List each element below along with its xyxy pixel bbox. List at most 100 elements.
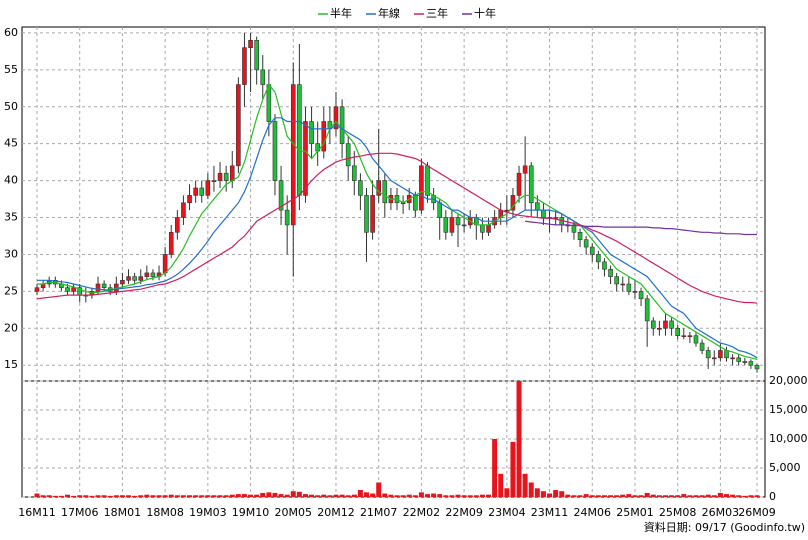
volume-bar xyxy=(77,495,83,497)
volume-bar xyxy=(162,495,168,497)
volume-bar xyxy=(693,495,699,497)
volume-bar xyxy=(34,493,40,497)
volume-bar xyxy=(272,492,278,497)
volume-bar xyxy=(187,495,193,497)
candle-body xyxy=(321,121,327,152)
y-tick-label: 55 xyxy=(4,63,18,76)
candle-body xyxy=(138,276,144,281)
volume-bar xyxy=(113,495,119,497)
candle-body xyxy=(516,172,522,196)
candle-body xyxy=(644,298,650,322)
candle-body xyxy=(650,320,656,329)
candle-body xyxy=(657,328,662,330)
candle-body xyxy=(742,361,748,363)
candle-body xyxy=(693,335,699,344)
volume-bar xyxy=(260,492,266,497)
candle-body xyxy=(71,287,76,292)
volume-bar xyxy=(425,494,431,497)
candle-body xyxy=(205,180,211,196)
y-tick-label: 40 xyxy=(4,174,18,187)
legend-label: 半年 xyxy=(330,6,352,20)
volume-bar xyxy=(547,493,553,497)
candle-body xyxy=(345,143,351,167)
candle-body xyxy=(65,287,70,292)
candle-body xyxy=(596,254,601,263)
candle-body xyxy=(339,106,345,144)
volume-bar xyxy=(589,495,595,497)
x-tick-label: 16M11 xyxy=(18,506,56,519)
volume-bar xyxy=(479,494,485,497)
candle-body xyxy=(284,209,290,226)
y-tick-label: 45 xyxy=(4,137,18,150)
volume-bar xyxy=(559,491,565,497)
candle-body xyxy=(132,276,137,281)
volume-bar xyxy=(699,495,705,497)
volume-bar xyxy=(681,494,687,497)
volume-bar xyxy=(382,493,388,497)
x-tick-label: 20M12 xyxy=(317,506,355,519)
volume-bar xyxy=(302,494,308,497)
volume-bar xyxy=(394,495,400,497)
volume-bar xyxy=(156,495,162,497)
candle-body xyxy=(455,217,461,226)
candle-body xyxy=(528,165,534,204)
volume-bar xyxy=(40,495,46,497)
x-tick-label: 19M03 xyxy=(189,506,227,519)
volume-bar xyxy=(83,495,89,497)
volume-bar xyxy=(223,495,229,497)
volume-bar xyxy=(528,482,534,497)
volume-bar xyxy=(58,495,64,497)
volume-bar xyxy=(730,494,736,497)
candle-body xyxy=(736,357,741,362)
volume-bar xyxy=(71,495,77,497)
candle-body xyxy=(236,84,241,167)
candle-body xyxy=(211,180,217,182)
candle-body xyxy=(724,350,729,359)
y2-tick-label: 15,000 xyxy=(769,403,808,416)
candle-body xyxy=(34,287,40,292)
volume-bar xyxy=(89,495,95,497)
candle-body xyxy=(522,165,528,174)
volume-bar xyxy=(571,495,577,497)
x-tick-label: 18M01 xyxy=(104,506,142,519)
volume-bar xyxy=(101,495,107,497)
candle-body xyxy=(181,202,186,218)
candle-body xyxy=(718,350,723,359)
x-tick-label: 24M06 xyxy=(574,506,612,519)
x-tick-label: 25M01 xyxy=(616,506,654,519)
volume-bar xyxy=(126,495,132,497)
candle-body xyxy=(413,195,418,211)
volume-bar xyxy=(363,492,369,497)
candle-body xyxy=(681,335,687,337)
volume-bar xyxy=(248,494,254,497)
volume-bar xyxy=(705,494,711,497)
x-tick-label: 17M06 xyxy=(61,506,99,519)
volume-bar xyxy=(217,495,223,497)
footer: 資料日期: 09/17 (Goodinfo.tw) xyxy=(644,520,805,534)
volume-bar xyxy=(119,495,125,497)
candle-body xyxy=(589,246,595,255)
legend-label: 十年 xyxy=(474,6,496,20)
candle-body xyxy=(199,187,205,196)
candle-body xyxy=(577,232,583,240)
ma-line xyxy=(36,152,758,304)
volume-bar xyxy=(498,473,504,497)
candle-body xyxy=(95,283,101,292)
volume-bar xyxy=(656,495,662,497)
candle-body xyxy=(602,261,607,270)
candle-body xyxy=(632,291,638,293)
candle-body xyxy=(278,180,284,211)
candle-body xyxy=(242,47,247,85)
plot-frame xyxy=(21,26,766,498)
y-tick-label: 35 xyxy=(4,211,18,224)
volume-bar xyxy=(180,495,186,497)
x-tick-label: 26M03 xyxy=(702,506,740,519)
volume-bar xyxy=(333,494,339,497)
volume-bar xyxy=(406,494,412,497)
volume-bar xyxy=(449,495,455,497)
volume-bar xyxy=(193,495,199,497)
volume-bar xyxy=(150,495,156,497)
volume-bar xyxy=(254,494,260,497)
candle-body xyxy=(669,320,674,329)
candle-body xyxy=(675,328,680,336)
